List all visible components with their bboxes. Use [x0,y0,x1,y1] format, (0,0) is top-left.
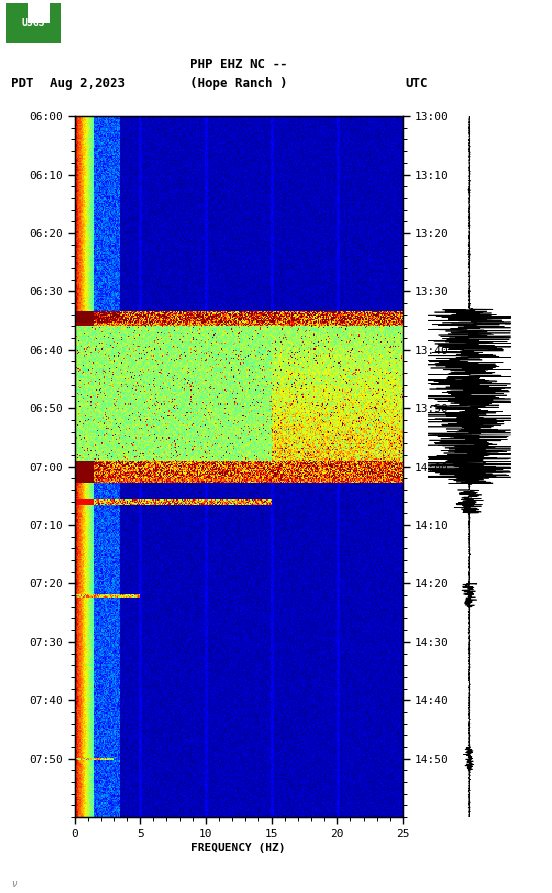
Text: $\nu$: $\nu$ [11,879,18,889]
X-axis label: FREQUENCY (HZ): FREQUENCY (HZ) [192,843,286,853]
Text: Aug 2,2023: Aug 2,2023 [50,77,125,90]
Text: USGS: USGS [22,18,45,28]
Text: UTC: UTC [406,77,428,90]
Polygon shape [6,3,61,43]
Text: (Hope Ranch ): (Hope Ranch ) [190,77,288,90]
Text: PDT: PDT [11,77,34,90]
Text: PHP EHZ NC --: PHP EHZ NC -- [190,57,288,71]
